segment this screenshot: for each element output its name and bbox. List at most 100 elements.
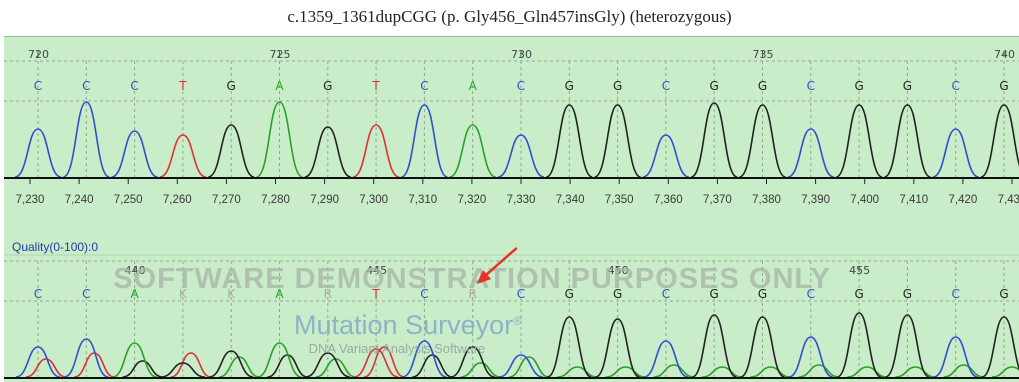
trace-peak-c bbox=[643, 340, 689, 378]
trace-peak-c bbox=[932, 128, 979, 178]
trace-peak-a bbox=[449, 124, 497, 178]
base-call: A bbox=[275, 287, 284, 301]
base-call: G bbox=[999, 287, 1008, 301]
trace-peak-a bbox=[112, 342, 157, 378]
trace-peak-a bbox=[257, 342, 302, 378]
x-axis-label: 7,430 bbox=[998, 194, 1019, 206]
arrow-shaft bbox=[482, 247, 518, 278]
base-call: C bbox=[807, 287, 815, 301]
trace-peak-t bbox=[353, 348, 399, 378]
base-call: G bbox=[903, 287, 912, 301]
trace-peak-secondary bbox=[847, 366, 888, 378]
trace-peak-c bbox=[933, 336, 978, 378]
x-axis-label: 7,280 bbox=[261, 194, 290, 206]
trace-peak-secondary bbox=[653, 364, 694, 378]
trace-peak-g bbox=[207, 124, 255, 178]
watermark-demo-text: SOFTWARE DEMONSTRATION PURPOSES ONLY bbox=[113, 263, 831, 295]
trace-peak-c bbox=[642, 134, 690, 178]
watermark-tagline: DNA Variant Analysis Software bbox=[309, 341, 486, 356]
trace-peak-c bbox=[787, 128, 835, 178]
trace-peak-g bbox=[981, 316, 1019, 378]
software-watermark: SOFTWARE DEMONSTRATION PURPOSES ONLY Mut… bbox=[113, 263, 831, 356]
mutation-arrow bbox=[476, 247, 518, 284]
base-call: G bbox=[758, 79, 767, 93]
base-call: C bbox=[420, 79, 428, 93]
trace-peak-g bbox=[304, 126, 352, 178]
trace-peak-secondary bbox=[25, 358, 67, 378]
top-x-axis: 7,230 7,240 7,250 7,260 7,270 7,280 7,290 7,300… bbox=[16, 178, 1019, 206]
base-call: C bbox=[662, 79, 670, 93]
trace-peak-secondary bbox=[267, 354, 308, 378]
trace-peak-secondary bbox=[170, 352, 212, 378]
trace-peak-g bbox=[740, 316, 785, 378]
trace-peak-c bbox=[402, 340, 447, 378]
trace-peak-g bbox=[546, 316, 592, 378]
trace-peak-c bbox=[401, 104, 448, 178]
watermark-product-label: Mutation Surveyor bbox=[294, 310, 513, 340]
base-call: C bbox=[420, 287, 428, 301]
trace-peak-g bbox=[835, 104, 883, 178]
base-call: G bbox=[903, 79, 912, 93]
trace-peak-secondary bbox=[412, 354, 453, 378]
base-call: C bbox=[130, 79, 138, 93]
watermark-product-name: Mutation Surveyor® bbox=[294, 310, 522, 340]
trace-peak-g bbox=[595, 318, 640, 378]
base-call: K bbox=[179, 287, 188, 301]
trace-peak-g bbox=[739, 104, 786, 178]
trace-peak-g bbox=[594, 104, 641, 178]
trace-peak-a bbox=[256, 101, 303, 178]
trace-peak-secondary bbox=[508, 356, 550, 378]
trace-peak-g bbox=[690, 102, 738, 178]
bottom-ruler: 440445450455 bbox=[125, 264, 870, 277]
quality-label: Quality(0-100):0 bbox=[12, 240, 98, 254]
base-call: T bbox=[178, 79, 187, 93]
figure-title: c.1359_1361dupCGG (p. Gly456_Gln457insGl… bbox=[287, 7, 732, 26]
x-axis-label: 7,360 bbox=[654, 194, 683, 206]
trace-peak-secondary bbox=[219, 356, 260, 378]
trace-peak-t bbox=[159, 134, 207, 178]
x-axis-label: 7,420 bbox=[949, 194, 978, 206]
base-call: C bbox=[82, 287, 90, 301]
base-call: C bbox=[807, 79, 815, 93]
trace-peak-secondary bbox=[750, 366, 791, 378]
base-call: C bbox=[82, 79, 90, 93]
x-axis-label: 7,330 bbox=[507, 194, 536, 206]
trace-peak-g bbox=[885, 314, 930, 378]
base-call: C bbox=[662, 287, 670, 301]
trace-peak-secondary bbox=[798, 364, 839, 378]
base-call: A bbox=[275, 79, 284, 93]
x-axis-label: 7,270 bbox=[212, 194, 241, 206]
base-call: G bbox=[854, 287, 863, 301]
trace-peak-secondary bbox=[605, 366, 646, 378]
trace-peak-c bbox=[111, 130, 158, 178]
trace-peak-secondary bbox=[460, 362, 501, 378]
trace-peak-secondary bbox=[991, 366, 1019, 378]
trace-peak-g bbox=[980, 104, 1019, 178]
trace-peak-k bbox=[160, 362, 205, 378]
base-call: G bbox=[323, 79, 332, 93]
x-axis-label: 7,260 bbox=[163, 194, 192, 206]
x-axis-label: 7,230 bbox=[16, 194, 45, 206]
x-axis-label: 7,340 bbox=[556, 194, 585, 206]
top-trace-peaks bbox=[14, 101, 1019, 178]
x-axis-label: 7,250 bbox=[114, 194, 143, 206]
trace-peak-g bbox=[545, 104, 593, 178]
trace-peak-secondary bbox=[122, 360, 163, 378]
trace-peak-c bbox=[64, 338, 109, 378]
base-call: A bbox=[469, 79, 478, 93]
top-ruler: 720725730735740 bbox=[28, 48, 1015, 61]
base-call: C bbox=[517, 79, 525, 93]
base-call: G bbox=[565, 79, 574, 93]
arrow-head-icon bbox=[476, 270, 492, 284]
x-axis-label: 7,290 bbox=[310, 194, 339, 206]
trace-peak-r bbox=[450, 346, 495, 378]
trace-peak-t bbox=[352, 124, 400, 178]
trace-peak-c bbox=[788, 336, 834, 378]
trace-peak-c bbox=[62, 101, 110, 178]
trace-peak-c bbox=[497, 134, 545, 178]
x-axis-label: 7,390 bbox=[801, 194, 830, 206]
bottom-trace-grid bbox=[4, 260, 1019, 377]
trace-peak-c bbox=[14, 128, 62, 178]
base-call: G bbox=[613, 79, 622, 93]
